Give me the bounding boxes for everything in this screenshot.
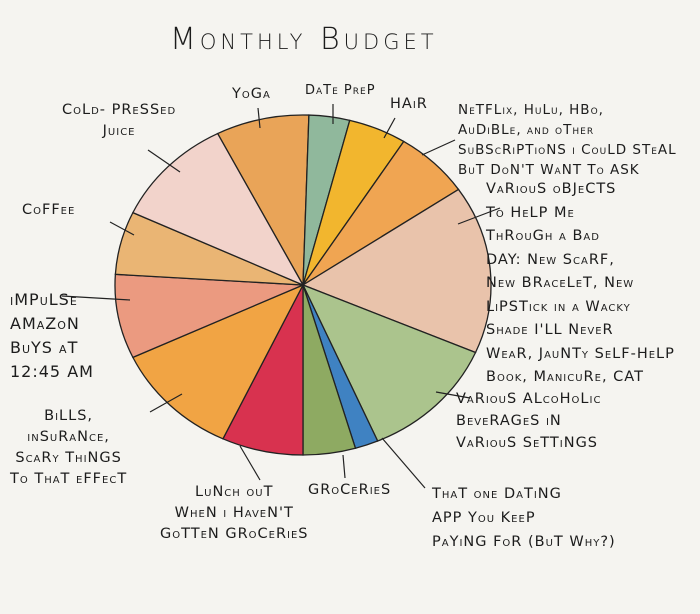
pie-slice xyxy=(301,283,477,442)
leader-line xyxy=(147,149,181,173)
label-netflix: NeTFLix, HuLu, HBo, AuDiBLe, and oTher S… xyxy=(458,102,677,178)
pie-slice xyxy=(216,114,310,288)
pie-slice xyxy=(131,283,305,440)
leader-line xyxy=(383,117,396,139)
label-date-prep: DaTe PreP xyxy=(305,83,376,98)
pie-slice xyxy=(131,132,305,287)
label-yoga: YoGa xyxy=(232,86,271,102)
leader-line xyxy=(342,454,346,479)
label-alcohol: VaRiouS ALcoHoLic BeveRAGeS iN VaRiouS S… xyxy=(456,391,602,451)
leader-line xyxy=(109,221,135,236)
leader-line xyxy=(61,295,131,301)
label-groceries: GRoCeRieS xyxy=(308,482,392,498)
leader-line xyxy=(421,139,456,156)
label-various-objects: VaRiouS oBJeCTS To HeLP Me ThRouGh a Bad… xyxy=(486,181,675,385)
chart-title: Monthly Budget xyxy=(170,22,438,57)
leader-line xyxy=(149,393,183,413)
label-impulse: iMPuLSe AMaZoN BuYS aT 12:45 AM xyxy=(10,290,94,381)
pie-slice xyxy=(301,188,492,354)
leader-line xyxy=(435,391,471,399)
label-dating-app: ThaT one DaTiNG APP You KeeP PaYiNG FoR … xyxy=(432,486,616,550)
label-hair: HAiR xyxy=(390,96,428,112)
label-coffee: CoFFee xyxy=(22,202,76,218)
leader-line xyxy=(457,207,501,225)
label-bills: BiLLS, inSuRaNce, ScaRy ThiNGS To ThaT e… xyxy=(10,408,128,487)
label-cold-pressed-juice: CoLd- PReSSed Juice xyxy=(62,102,177,139)
leader-line xyxy=(239,445,261,481)
leader-line xyxy=(257,107,261,129)
pie-slice xyxy=(114,273,304,359)
label-lunch-out: LuNch ouT WheN i HaveN'T GoTTeN GRoCeRie… xyxy=(160,484,309,542)
leader-line xyxy=(381,437,426,489)
